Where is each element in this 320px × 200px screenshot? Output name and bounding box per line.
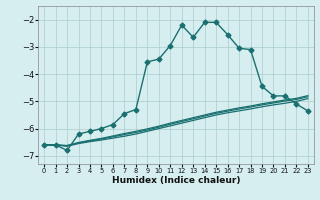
X-axis label: Humidex (Indice chaleur): Humidex (Indice chaleur) — [112, 176, 240, 185]
